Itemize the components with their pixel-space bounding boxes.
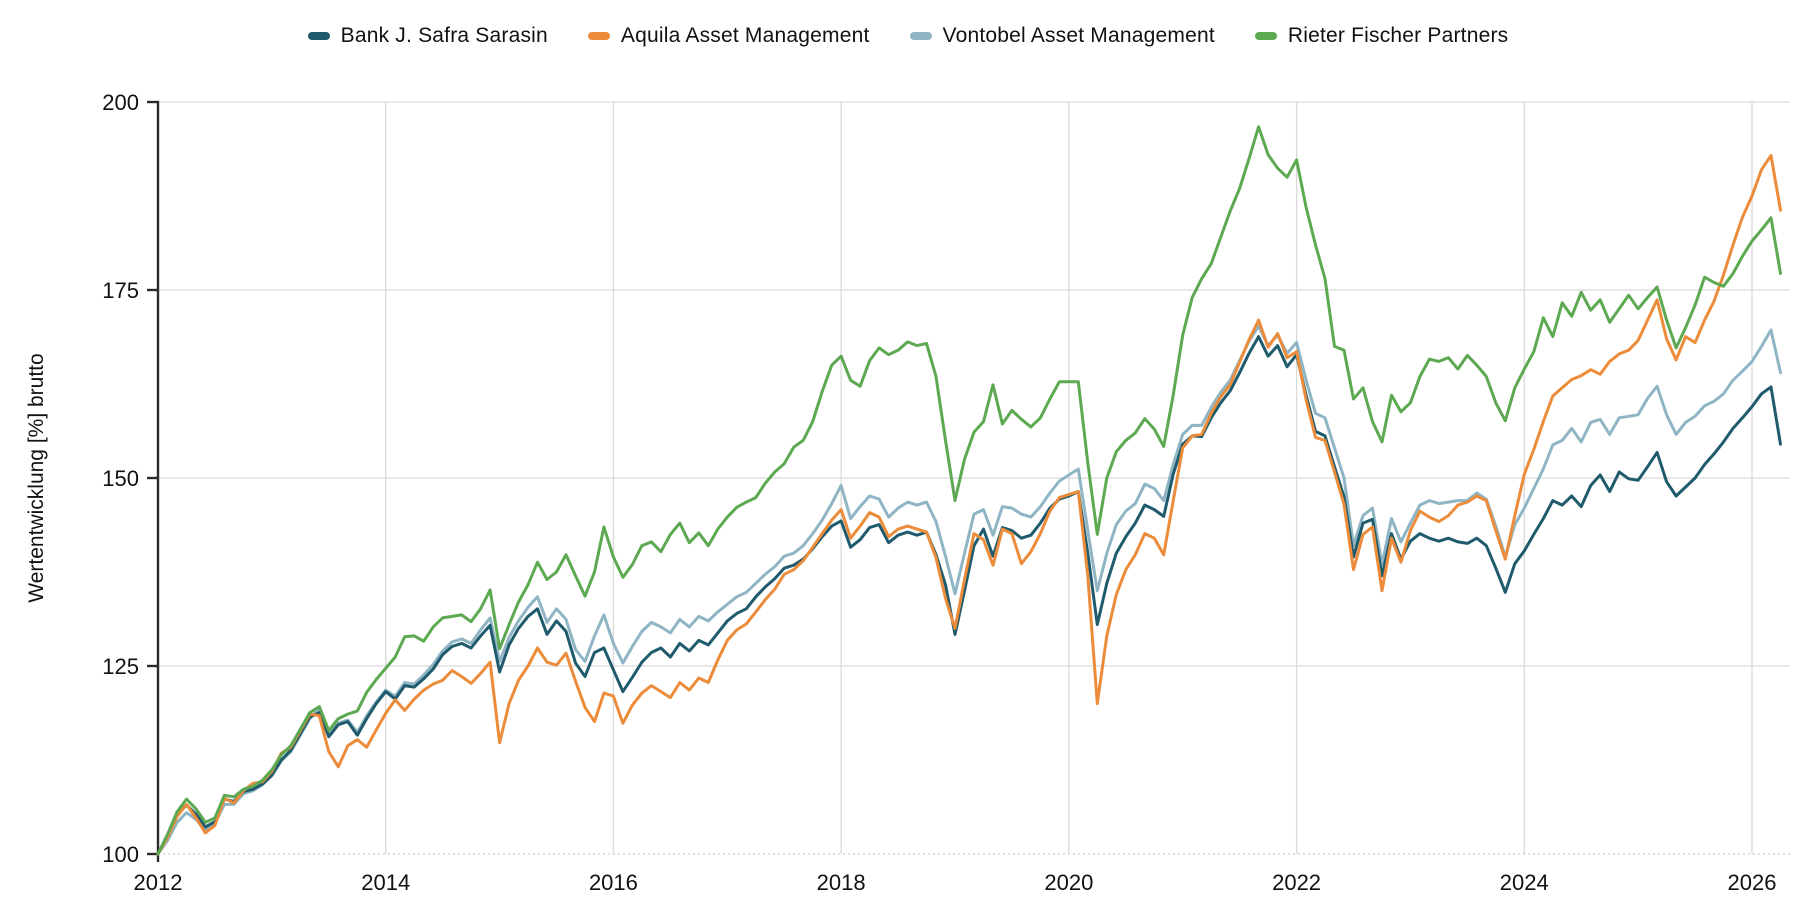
legend-item-safra-sarasin[interactable]: Bank J. Safra Sarasin xyxy=(307,24,548,48)
legend-swatch-safra-sarasin-icon xyxy=(307,32,330,40)
legend-swatch-vontobel-icon xyxy=(909,32,932,40)
legend-label-safra-sarasin: Bank J. Safra Sarasin xyxy=(340,24,548,47)
legend-item-vontobel[interactable]: Vontobel Asset Management xyxy=(909,24,1215,48)
y-tick-label: 150 xyxy=(102,466,139,491)
legend-label-vontobel: Vontobel Asset Management xyxy=(942,24,1215,47)
series-line-aquila-asset-management xyxy=(156,153,1782,856)
legend-label-rieter-fischer: Rieter Fischer Partners xyxy=(1287,24,1509,47)
legend-label-aquila: Aquila Asset Management xyxy=(620,24,870,47)
series-line-vontobel-asset-management xyxy=(156,324,1782,856)
x-tick-label: 2014 xyxy=(361,870,410,895)
x-tick-label: 2020 xyxy=(1044,870,1093,895)
legend-item-rieter-fischer[interactable]: Rieter Fischer Partners xyxy=(1254,24,1509,48)
x-tick-label: 2026 xyxy=(1728,870,1777,895)
y-axis-title: Wertentwicklung [%] brutto xyxy=(25,353,48,603)
legend-swatch-aquila-icon xyxy=(587,32,610,40)
x-tick-label: 2012 xyxy=(134,870,183,895)
legend-swatch-rieter-fischer-icon xyxy=(1254,32,1277,40)
y-tick-label: 100 xyxy=(102,842,139,867)
x-tick-label: 2018 xyxy=(817,870,866,895)
x-tick-label: 2016 xyxy=(589,870,638,895)
legend-item-aquila[interactable]: Aquila Asset Management xyxy=(587,24,870,48)
chart-legend: Bank J. Safra Sarasin Aquila Asset Manag… xyxy=(0,24,1816,48)
y-tick-label: 175 xyxy=(102,278,139,303)
x-tick-label: 2024 xyxy=(1500,870,1549,895)
series-line-rieter-fischer-partners xyxy=(156,125,1782,856)
series-line-bank-j-safra-sarasin xyxy=(156,335,1782,856)
y-tick-label: 200 xyxy=(102,90,139,115)
x-tick-label: 2022 xyxy=(1272,870,1321,895)
y-tick-label: 125 xyxy=(102,654,139,679)
